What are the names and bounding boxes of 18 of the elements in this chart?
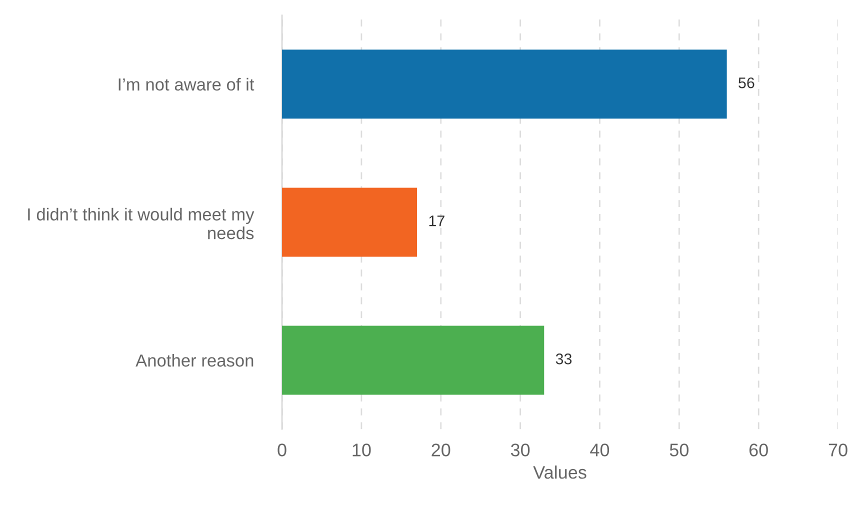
bar <box>282 50 727 119</box>
bar <box>282 188 418 257</box>
x-tick-label: 50 <box>670 444 688 456</box>
data-label: 17 <box>429 216 444 226</box>
x-tick-label: 70 <box>828 444 848 456</box>
x-tick-label: 60 <box>749 444 768 456</box>
data-label: 56 <box>738 77 754 88</box>
bar <box>282 326 544 395</box>
y-tick-label: I didn’t think it would meet my needs <box>28 208 254 240</box>
x-axis-title: Values <box>533 466 586 479</box>
x-tick-label: 10 <box>352 444 371 456</box>
x-tick-label: 20 <box>432 444 450 456</box>
data-label: 33 <box>556 354 572 364</box>
y-tick-label: I’m not aware of it <box>118 78 254 91</box>
x-tick-label: 30 <box>510 444 530 456</box>
x-tick-label: 40 <box>590 444 610 456</box>
x-tick-label: 0 <box>278 444 286 456</box>
y-tick-label: Another reason <box>136 354 254 367</box>
